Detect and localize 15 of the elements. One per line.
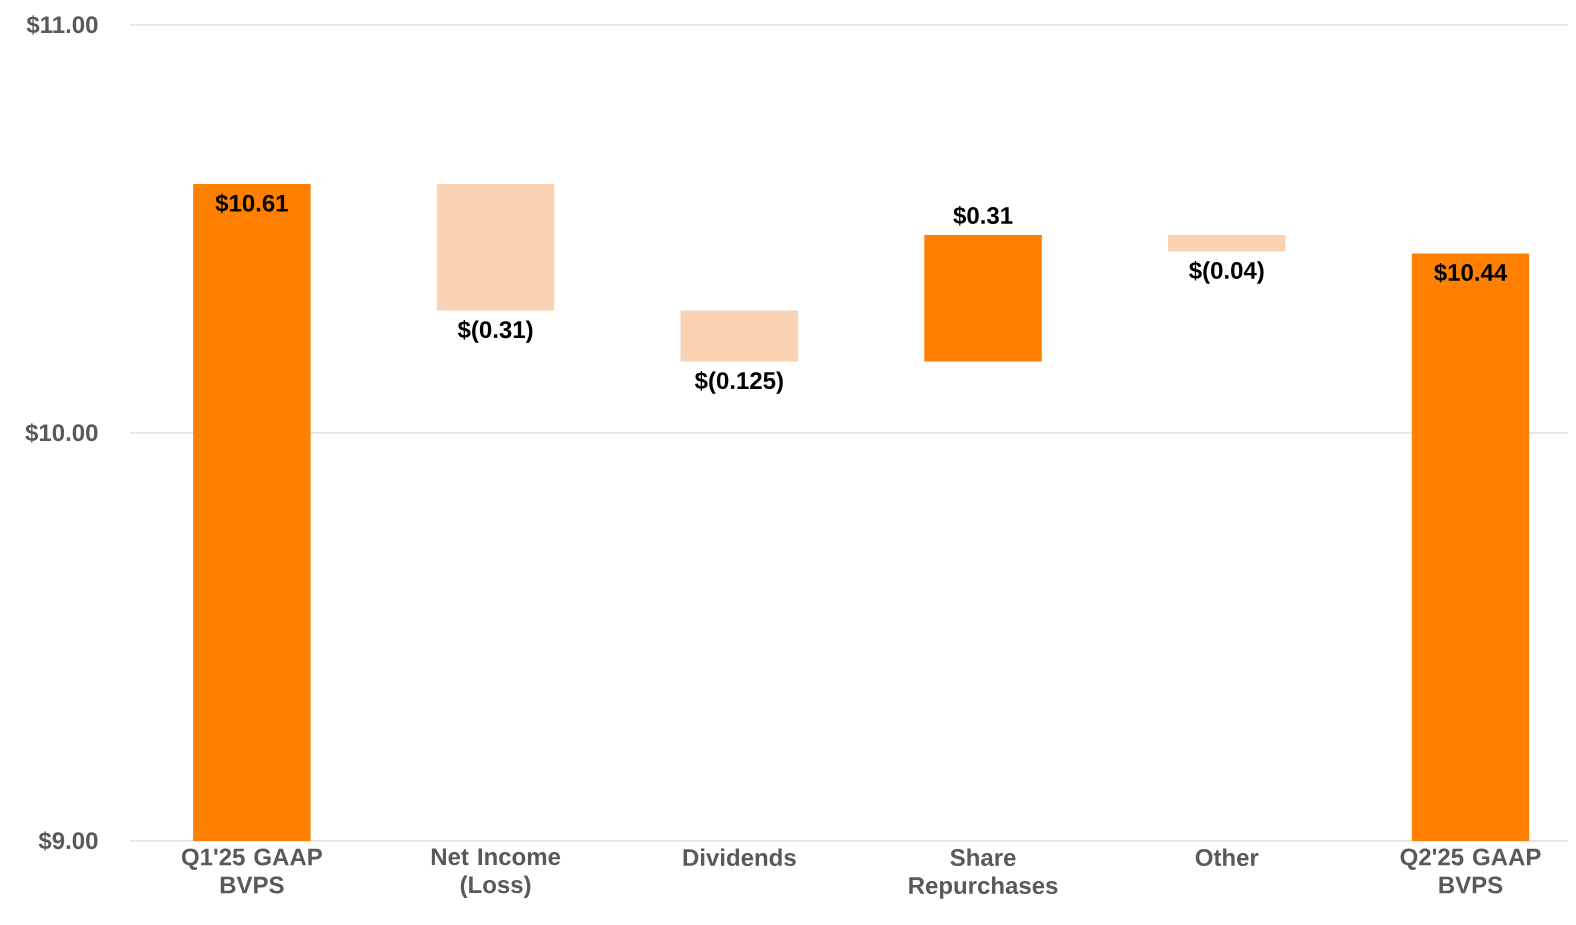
x-tick-label: Q1'25 GAAP BVPS <box>181 848 322 894</box>
data-label: $(0.04) <box>1189 260 1264 284</box>
data-label: $(0.125) <box>694 371 783 394</box>
x-tick-label: Net Income (Loss) <box>431 848 561 898</box>
data-label: $0.31 <box>953 205 1013 226</box>
data-label: $10.61 <box>215 193 288 214</box>
data-label: $(0.31) <box>457 320 533 343</box>
data-label: $10.44 <box>1434 262 1508 283</box>
y-tick-label: $9.00 <box>38 831 98 851</box>
x-tick-label: Q2'25 GAAP BVPS <box>1400 848 1541 894</box>
x-tick-label: Dividends <box>683 848 796 867</box>
x-tick-label: Other <box>1195 848 1259 867</box>
y-tick-label: $11.00 <box>26 15 98 35</box>
x-tick-label: Share Repurchases <box>909 848 1058 899</box>
y-tick-label: $10.00 <box>25 423 98 443</box>
